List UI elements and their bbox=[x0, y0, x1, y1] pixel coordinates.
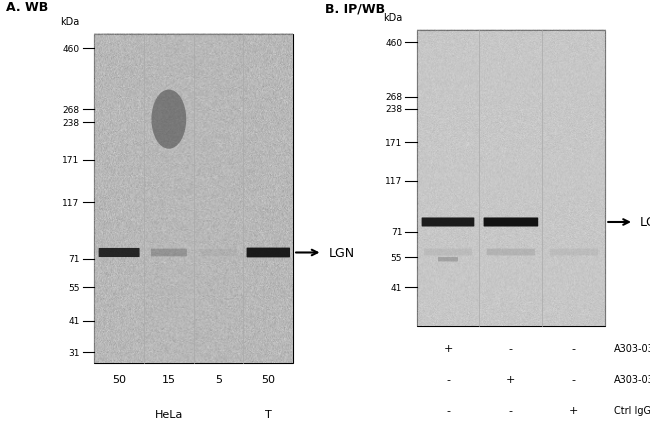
Text: -: - bbox=[446, 374, 450, 384]
Bar bbox=[94, 35, 293, 364]
Text: kDa: kDa bbox=[383, 13, 402, 23]
Text: +: + bbox=[506, 374, 515, 384]
Text: 71: 71 bbox=[68, 255, 79, 264]
Text: 5: 5 bbox=[215, 374, 222, 384]
Text: 31: 31 bbox=[68, 348, 79, 357]
Text: -: - bbox=[572, 374, 576, 384]
Text: 171: 171 bbox=[385, 138, 402, 147]
Ellipse shape bbox=[151, 90, 187, 150]
FancyBboxPatch shape bbox=[550, 249, 598, 256]
Text: 238: 238 bbox=[385, 105, 402, 114]
Text: A303-031A: A303-031A bbox=[614, 343, 650, 353]
Text: 117: 117 bbox=[385, 177, 402, 186]
Text: 50: 50 bbox=[112, 374, 126, 384]
FancyBboxPatch shape bbox=[424, 249, 472, 256]
FancyBboxPatch shape bbox=[151, 249, 187, 257]
Text: 268: 268 bbox=[62, 105, 79, 114]
Text: 117: 117 bbox=[62, 199, 79, 207]
Text: 171: 171 bbox=[62, 156, 79, 165]
FancyBboxPatch shape bbox=[99, 248, 140, 257]
Text: A. WB: A. WB bbox=[6, 1, 49, 14]
Text: kDa: kDa bbox=[60, 17, 79, 26]
Text: 55: 55 bbox=[68, 283, 79, 292]
FancyBboxPatch shape bbox=[422, 218, 474, 227]
Text: T: T bbox=[265, 409, 272, 419]
FancyBboxPatch shape bbox=[246, 248, 290, 258]
Text: 55: 55 bbox=[391, 253, 402, 262]
Text: 268: 268 bbox=[385, 93, 402, 102]
Text: 41: 41 bbox=[68, 316, 79, 325]
Text: 460: 460 bbox=[62, 45, 79, 54]
Text: 50: 50 bbox=[261, 374, 276, 384]
Text: A303-032A: A303-032A bbox=[614, 374, 650, 384]
Text: 41: 41 bbox=[391, 283, 402, 292]
Text: 460: 460 bbox=[385, 38, 402, 48]
Text: 238: 238 bbox=[62, 118, 79, 128]
FancyBboxPatch shape bbox=[201, 249, 237, 256]
FancyBboxPatch shape bbox=[487, 249, 535, 256]
Text: +: + bbox=[569, 405, 578, 415]
Text: -: - bbox=[509, 343, 513, 353]
Text: +: + bbox=[443, 343, 452, 353]
Text: -: - bbox=[446, 405, 450, 415]
FancyBboxPatch shape bbox=[484, 218, 538, 227]
Text: B. IP/WB: B. IP/WB bbox=[325, 2, 385, 15]
Text: LGN: LGN bbox=[328, 246, 354, 259]
Text: Ctrl IgG: Ctrl IgG bbox=[614, 405, 650, 415]
Text: 71: 71 bbox=[391, 227, 402, 236]
Text: HeLa: HeLa bbox=[155, 409, 183, 419]
Text: LGN: LGN bbox=[640, 216, 650, 229]
FancyBboxPatch shape bbox=[438, 257, 458, 262]
Bar bbox=[417, 31, 605, 326]
Text: -: - bbox=[572, 343, 576, 353]
Text: -: - bbox=[509, 405, 513, 415]
Text: 15: 15 bbox=[162, 374, 176, 384]
